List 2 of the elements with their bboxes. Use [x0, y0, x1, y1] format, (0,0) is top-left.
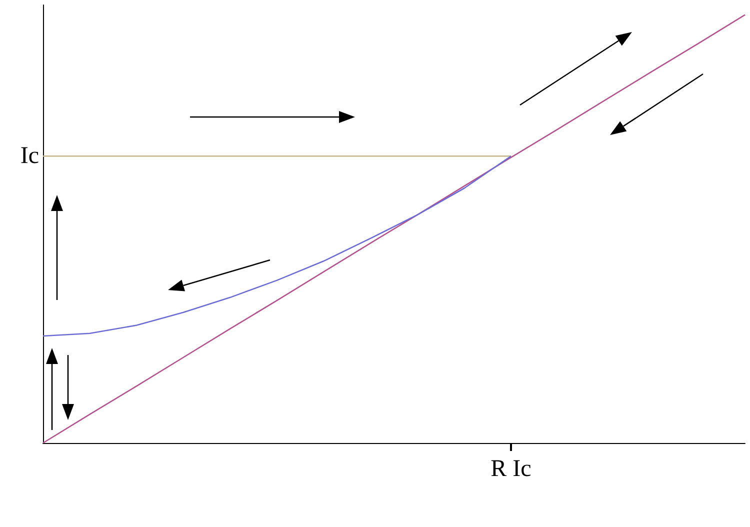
text: Ic — [20, 143, 39, 170]
text: R Ic — [490, 456, 532, 482]
